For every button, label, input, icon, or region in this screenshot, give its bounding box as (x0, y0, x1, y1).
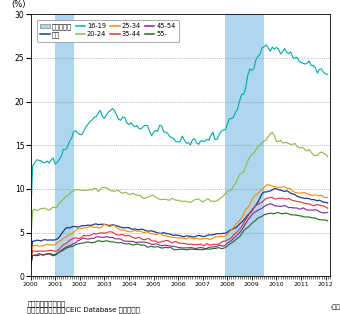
Bar (55, 14, 74, 276)
Text: 資料：米国労働省、CEIC Database から作成。: 資料：米国労働省、CEIC Database から作成。 (27, 307, 140, 313)
Y-axis label: (%): (%) (11, 0, 26, 9)
Legend: 景気後退期, 全体, 16-19, 20-24, 25-34, 35-44, 45-54, 55-: 景気後退期, 全体, 16-19, 20-24, 25-34, 35-44, 4… (37, 20, 179, 42)
Text: (年月): (年月) (330, 304, 340, 310)
Text: 備考：季節調整値。: 備考：季節調整値。 (27, 300, 65, 307)
Bar (225, 14, 264, 276)
